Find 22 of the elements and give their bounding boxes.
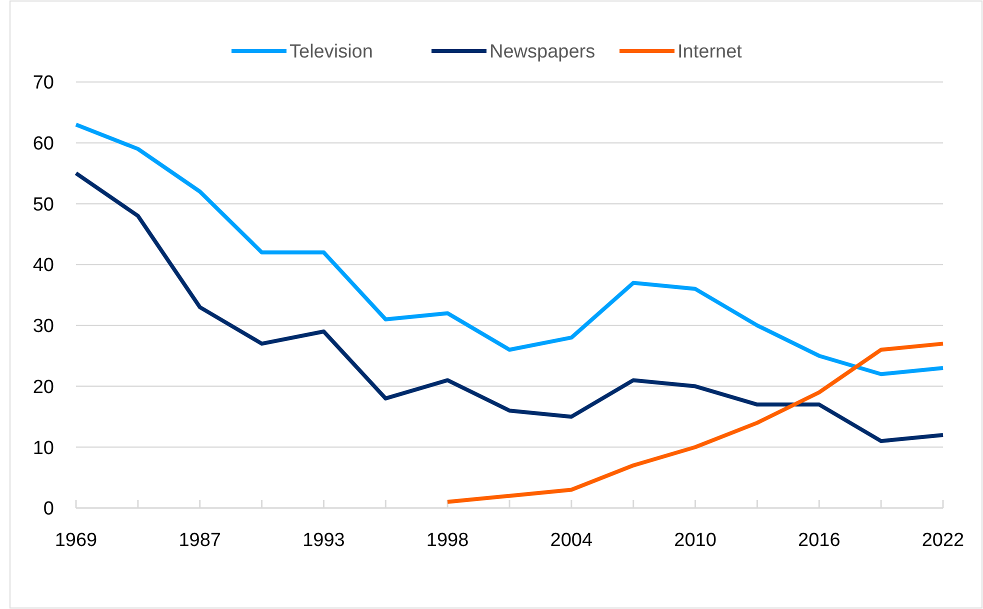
x-tick-label: 1969: [54, 530, 98, 551]
y-tick-label: 20: [32, 376, 54, 398]
y-tick-label: 0: [43, 498, 54, 520]
legend-label: Newspapers: [490, 42, 596, 63]
x-tick-label: 2004: [550, 530, 593, 551]
y-tick-label: 70: [32, 72, 54, 94]
x-tick-label: 1987: [178, 530, 221, 551]
x-tick-label: 1993: [302, 530, 345, 551]
line-series: [446, 342, 945, 504]
y-tick-label: 10: [32, 438, 54, 459]
legend-label: Internet: [678, 42, 743, 63]
x-tick-label: 2010: [674, 530, 716, 551]
x-tick-label: 2016: [798, 530, 840, 551]
x-tick-label: 1998: [426, 530, 469, 551]
y-tick-label: 50: [32, 194, 54, 216]
legend-label: Television: [290, 42, 373, 63]
y-tick-label: 60: [32, 134, 54, 155]
y-tick-label: 30: [32, 316, 54, 338]
line-series: [74, 171, 945, 444]
y-tick-label: 40: [32, 255, 54, 276]
x-tick-label: 2022: [922, 530, 964, 551]
line-series: [74, 122, 945, 376]
